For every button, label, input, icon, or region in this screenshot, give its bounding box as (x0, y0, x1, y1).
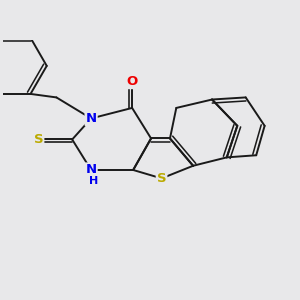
Text: N: N (85, 112, 97, 125)
Text: H: H (89, 176, 99, 186)
Text: S: S (157, 172, 166, 185)
Text: N: N (85, 164, 97, 176)
Text: S: S (34, 133, 43, 146)
Text: O: O (127, 75, 138, 88)
